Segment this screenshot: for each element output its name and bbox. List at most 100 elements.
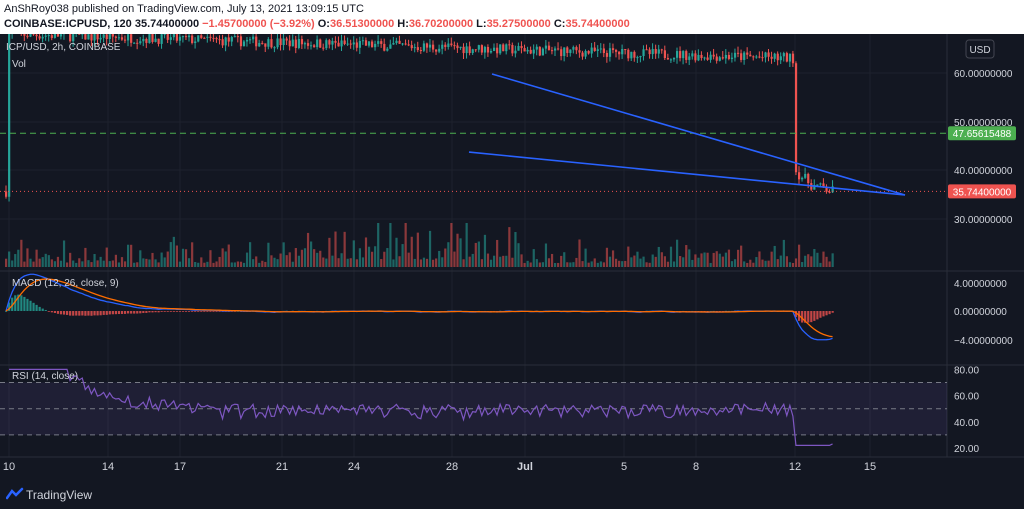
- volume-bar-67: [209, 250, 212, 267]
- candle-body-255: [782, 53, 785, 57]
- candle-body-187: [575, 47, 578, 51]
- volume-bar-131: [404, 223, 407, 267]
- candle-body-208: [639, 56, 642, 58]
- candle-body-9: [32, 34, 35, 35]
- candle-body-147: [453, 45, 456, 47]
- volume-bar-64: [200, 257, 203, 267]
- macd-hist-62: [194, 311, 197, 312]
- trendlines[interactable]: [468, 73, 906, 196]
- candle-body-166: [511, 45, 514, 54]
- volume-bar-242: [743, 261, 746, 267]
- candle-body-188: [578, 50, 581, 53]
- volume-bar-91: [282, 242, 285, 267]
- candle-body-125: [386, 48, 389, 51]
- volume-bar-99: [306, 232, 310, 267]
- volume-bar-259: [794, 258, 798, 267]
- volume-bar-261: [801, 262, 804, 267]
- candle-body-247: [758, 56, 761, 58]
- volume-bar-25: [81, 261, 84, 267]
- volume-bar-9: [32, 261, 35, 267]
- candle-body-13: [44, 35, 47, 37]
- last-price: 35.74400000: [134, 18, 200, 30]
- price-tick-3: 30.00000000: [954, 215, 1013, 226]
- candle-body-72: [224, 37, 227, 46]
- macd-hist-41: [130, 311, 133, 314]
- price-tick-1: 50.00000000: [954, 118, 1013, 129]
- macd-hist-9: [32, 302, 35, 311]
- macd-hist-57: [178, 311, 182, 312]
- macd-hist-56: [175, 311, 178, 312]
- volume-bar-113: [349, 258, 352, 267]
- candle-body-251: [770, 56, 773, 59]
- candle-body-54: [169, 37, 172, 40]
- volume-bar-20: [66, 262, 69, 267]
- trendline-0: [491, 73, 906, 196]
- volume-bar-78: [242, 262, 246, 267]
- chart-header: AnShRoy038 published on TradingView.com,…: [0, 0, 1024, 34]
- candle-body-178: [547, 45, 551, 51]
- volume-bar-269: [825, 256, 828, 267]
- volume-bar-53: [166, 251, 169, 267]
- volume-bar-116: [358, 248, 361, 267]
- candle-body-120: [371, 41, 374, 48]
- macd-signal-line: [5, 278, 833, 338]
- candle-body-159: [489, 50, 493, 53]
- candle-body-92: [285, 38, 288, 41]
- volume-bar-21: [69, 252, 72, 267]
- volume-bar-229: [703, 252, 706, 267]
- volume-bar-83: [258, 262, 261, 267]
- candle-body-226: [694, 53, 697, 61]
- volume-bar-39: [123, 261, 127, 267]
- macd-hist-23: [75, 311, 78, 316]
- volume-bar-197: [605, 247, 609, 267]
- candle-body-109: [337, 42, 340, 47]
- candle-body-169: [520, 45, 523, 49]
- volume-bar-29: [93, 254, 96, 267]
- volume-bar-19: [62, 240, 66, 267]
- macd-hist-26: [84, 311, 87, 316]
- volume-bar-121: [374, 246, 377, 267]
- volume-bar-18: [59, 260, 63, 267]
- volume-bar-33: [105, 247, 108, 267]
- volume-bar-210: [645, 262, 648, 267]
- candle-body-71: [221, 39, 224, 46]
- volume-bar-151: [465, 223, 468, 267]
- macd-hist-59: [184, 311, 188, 312]
- volume-bar-256: [785, 256, 788, 267]
- ohlc-low: 35.27500000: [486, 18, 551, 30]
- volume-bar-250: [767, 260, 770, 267]
- volume-bar-117: [361, 257, 365, 267]
- candle-body-42: [133, 42, 136, 44]
- candle-body-167: [514, 50, 517, 54]
- volume-bar-57: [178, 261, 182, 267]
- volume-bar-271: [831, 253, 834, 267]
- volume-bar-243: [746, 262, 749, 267]
- time-tick-2: 17: [174, 461, 186, 473]
- volume-bar-223: [685, 245, 688, 267]
- publish-info: AnShRoy038 published on TradingView.com,…: [4, 3, 364, 15]
- currency-button[interactable]: [965, 39, 995, 59]
- candle-body-75: [233, 36, 236, 38]
- tradingview-logo-icon: [6, 487, 24, 500]
- volume-bar-204: [627, 246, 630, 267]
- volume-bar-26: [84, 247, 87, 267]
- volume-bar-2: [11, 260, 14, 267]
- volume-bar-189: [581, 261, 584, 267]
- volume-bar-42: [133, 262, 136, 267]
- volume-bar-110: [340, 253, 343, 267]
- trading-chart[interactable]: 47.65615488 35.74400000 4.00000000 0.00000…: [0, 34, 1024, 480]
- volume-bar-95: [294, 248, 297, 267]
- candle-body-133: [410, 45, 413, 49]
- volume-bar-104: [322, 257, 325, 267]
- candle-body-44: [139, 41, 142, 44]
- volume-bar-1: [8, 251, 11, 267]
- macd-hist-0: [5, 311, 8, 312]
- macd-tick-2: −4.00000000: [954, 336, 1013, 347]
- candle-body-212: [651, 49, 654, 55]
- candle-body-63: [197, 35, 200, 42]
- volume-bar-175: [538, 262, 541, 267]
- candle-body-25: [81, 34, 84, 35]
- macd-hist-54: [169, 311, 172, 312]
- volume-bar-136: [419, 259, 422, 267]
- volume-bar-230: [706, 252, 709, 267]
